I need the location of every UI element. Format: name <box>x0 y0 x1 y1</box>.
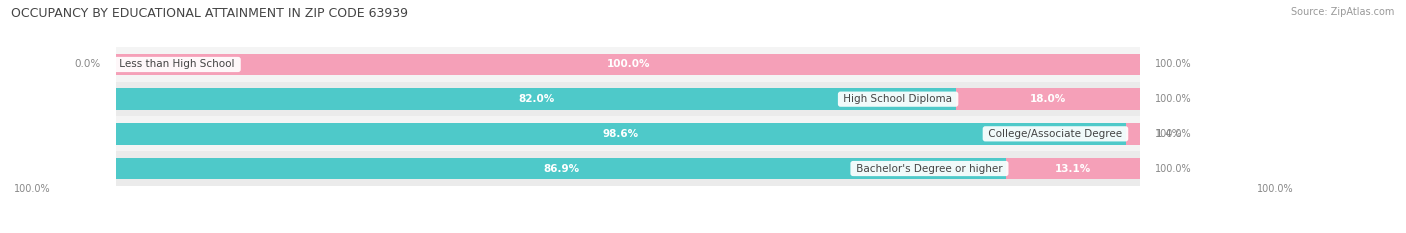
Text: Less than High School: Less than High School <box>117 59 238 69</box>
Text: 86.9%: 86.9% <box>543 164 579 174</box>
Text: 100.0%: 100.0% <box>14 184 51 194</box>
Bar <box>117 88 956 110</box>
Bar <box>117 123 1126 145</box>
Text: Bachelor's Degree or higher: Bachelor's Degree or higher <box>853 164 1005 174</box>
Text: 1.4%: 1.4% <box>1156 129 1182 139</box>
Text: 100.0%: 100.0% <box>1257 184 1294 194</box>
Text: 0.0%: 0.0% <box>75 59 101 69</box>
Text: High School Diploma: High School Diploma <box>841 94 956 104</box>
Bar <box>117 151 1140 186</box>
Text: Source: ZipAtlas.com: Source: ZipAtlas.com <box>1291 7 1395 17</box>
Text: 82.0%: 82.0% <box>517 94 554 104</box>
Text: 100.0%: 100.0% <box>1156 129 1192 139</box>
Bar <box>1126 123 1140 145</box>
Bar <box>117 47 1140 82</box>
Text: 100.0%: 100.0% <box>1156 94 1192 104</box>
Text: 18.0%: 18.0% <box>1029 94 1066 104</box>
Text: 100.0%: 100.0% <box>606 59 650 69</box>
Text: College/Associate Degree: College/Associate Degree <box>986 129 1126 139</box>
Bar <box>956 88 1140 110</box>
Bar <box>1005 158 1140 179</box>
Bar <box>117 116 1140 151</box>
Text: 100.0%: 100.0% <box>1156 59 1192 69</box>
Bar <box>117 158 1005 179</box>
Text: 98.6%: 98.6% <box>603 129 640 139</box>
Text: 100.0%: 100.0% <box>1156 164 1192 174</box>
Text: 13.1%: 13.1% <box>1054 164 1091 174</box>
Text: OCCUPANCY BY EDUCATIONAL ATTAINMENT IN ZIP CODE 63939: OCCUPANCY BY EDUCATIONAL ATTAINMENT IN Z… <box>11 7 408 20</box>
Bar <box>117 54 1140 75</box>
Bar <box>117 82 1140 116</box>
